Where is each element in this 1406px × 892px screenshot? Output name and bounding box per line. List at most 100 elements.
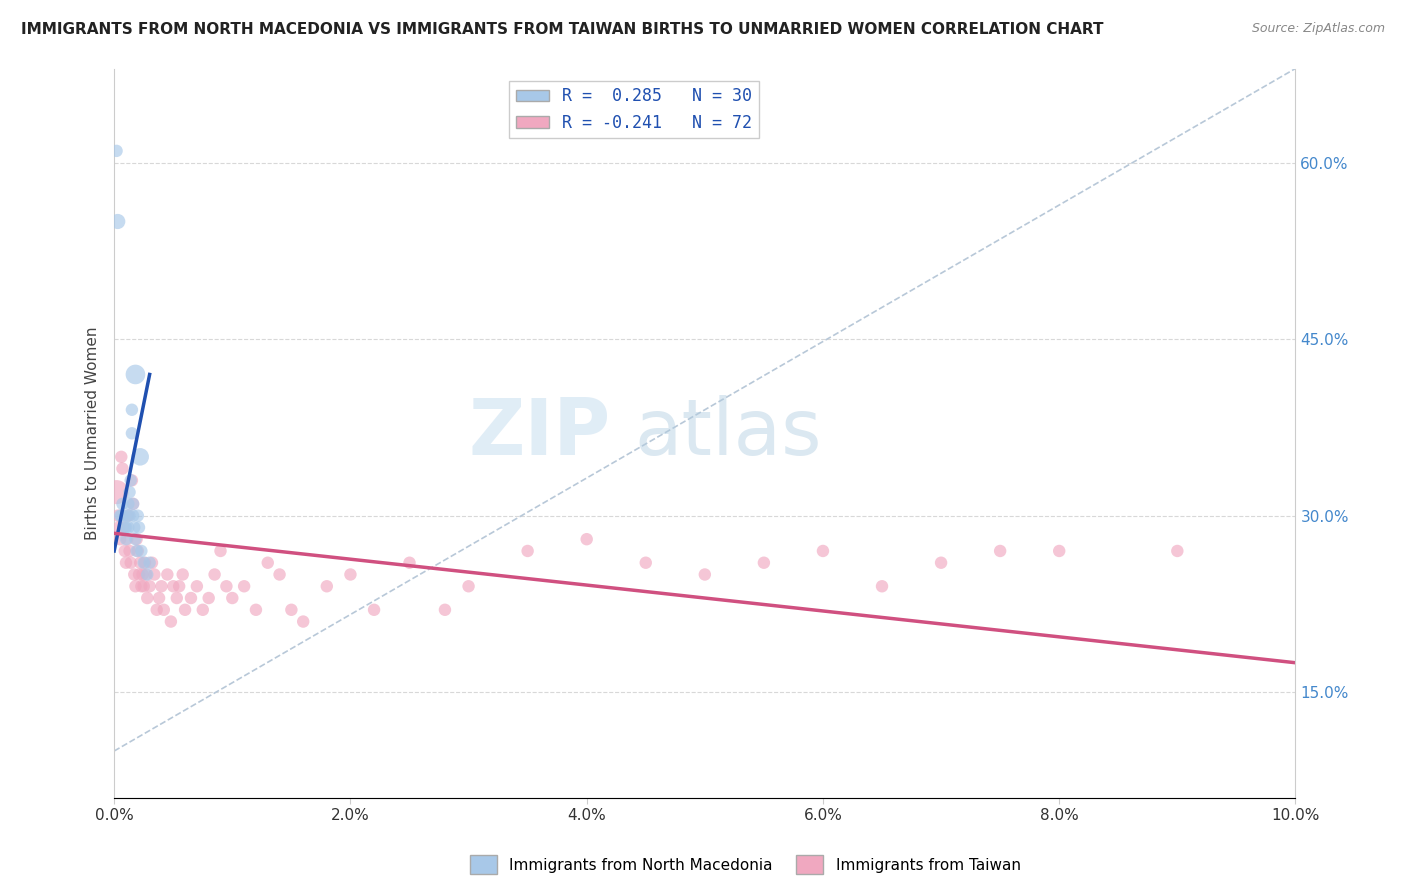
Point bbox=[457, 579, 479, 593]
Point bbox=[111, 497, 134, 511]
Point bbox=[129, 450, 152, 464]
Point bbox=[122, 497, 145, 511]
Point bbox=[221, 591, 243, 605]
Point bbox=[122, 567, 145, 582]
Point bbox=[280, 603, 302, 617]
Point bbox=[112, 520, 135, 534]
Point bbox=[122, 497, 145, 511]
Point bbox=[108, 532, 131, 546]
Point bbox=[693, 567, 716, 582]
Point bbox=[105, 144, 128, 158]
Point bbox=[143, 567, 166, 582]
Point bbox=[148, 591, 170, 605]
Point bbox=[363, 603, 385, 617]
Point bbox=[128, 520, 150, 534]
Point bbox=[180, 591, 202, 605]
Point bbox=[114, 520, 136, 534]
Point bbox=[186, 579, 208, 593]
Point bbox=[118, 544, 141, 558]
Point bbox=[122, 508, 145, 523]
Point bbox=[315, 579, 337, 593]
Point bbox=[108, 520, 131, 534]
Point bbox=[233, 579, 256, 593]
Point bbox=[115, 520, 138, 534]
Point bbox=[634, 556, 657, 570]
Point bbox=[114, 544, 136, 558]
Point bbox=[929, 556, 952, 570]
Point bbox=[398, 556, 420, 570]
Point bbox=[197, 591, 219, 605]
Point bbox=[117, 520, 139, 534]
Point bbox=[132, 556, 155, 570]
Point bbox=[269, 567, 291, 582]
Point bbox=[292, 615, 315, 629]
Point bbox=[107, 508, 129, 523]
Point bbox=[121, 474, 143, 488]
Point bbox=[516, 544, 538, 558]
Point bbox=[115, 556, 138, 570]
Point bbox=[215, 579, 238, 593]
Point bbox=[167, 579, 190, 593]
Point bbox=[1047, 544, 1070, 558]
Point bbox=[121, 402, 143, 417]
Point bbox=[136, 567, 159, 582]
Point bbox=[156, 567, 179, 582]
Point bbox=[209, 544, 232, 558]
Point bbox=[115, 532, 138, 546]
Point bbox=[988, 544, 1011, 558]
Point bbox=[150, 579, 173, 593]
Point bbox=[141, 556, 163, 570]
Text: Source: ZipAtlas.com: Source: ZipAtlas.com bbox=[1251, 22, 1385, 36]
Point bbox=[136, 591, 159, 605]
Point bbox=[110, 508, 132, 523]
Point bbox=[132, 579, 155, 593]
Point bbox=[174, 603, 197, 617]
Point bbox=[124, 368, 146, 382]
Point bbox=[124, 579, 146, 593]
Point bbox=[117, 497, 139, 511]
Point bbox=[128, 567, 150, 582]
Point bbox=[115, 508, 138, 523]
Point bbox=[118, 485, 141, 500]
Point bbox=[127, 544, 149, 558]
Point bbox=[122, 520, 145, 534]
Point bbox=[118, 508, 141, 523]
Point bbox=[138, 579, 160, 593]
Point bbox=[120, 556, 142, 570]
Legend: R =  0.285   N = 30, R = -0.241   N = 72: R = 0.285 N = 30, R = -0.241 N = 72 bbox=[509, 80, 759, 138]
Point bbox=[191, 603, 214, 617]
Point bbox=[125, 544, 148, 558]
Point bbox=[752, 556, 775, 570]
Point bbox=[115, 532, 138, 546]
Point bbox=[339, 567, 361, 582]
Point bbox=[153, 603, 176, 617]
Point bbox=[108, 508, 131, 523]
Point bbox=[162, 579, 184, 593]
Point bbox=[131, 567, 153, 582]
Text: IMMIGRANTS FROM NORTH MACEDONIA VS IMMIGRANTS FROM TAIWAN BIRTHS TO UNMARRIED WO: IMMIGRANTS FROM NORTH MACEDONIA VS IMMIG… bbox=[21, 22, 1104, 37]
Point bbox=[127, 508, 149, 523]
Point bbox=[125, 532, 148, 546]
Legend: Immigrants from North Macedonia, Immigrants from Taiwan: Immigrants from North Macedonia, Immigra… bbox=[464, 849, 1026, 880]
Point bbox=[256, 556, 278, 570]
Point bbox=[111, 461, 134, 475]
Point bbox=[245, 603, 267, 617]
Point bbox=[120, 474, 142, 488]
Point bbox=[433, 603, 456, 617]
Point bbox=[134, 556, 156, 570]
Point bbox=[204, 567, 226, 582]
Text: ZIP: ZIP bbox=[468, 395, 610, 471]
Point bbox=[160, 615, 183, 629]
Point bbox=[172, 567, 194, 582]
Point bbox=[138, 556, 160, 570]
Point bbox=[110, 450, 132, 464]
Y-axis label: Births to Unmarried Women: Births to Unmarried Women bbox=[86, 326, 100, 540]
Point bbox=[131, 579, 153, 593]
Point bbox=[811, 544, 834, 558]
Point bbox=[117, 508, 139, 523]
Point bbox=[129, 556, 152, 570]
Point bbox=[107, 214, 129, 228]
Point bbox=[105, 485, 128, 500]
Point bbox=[112, 508, 135, 523]
Point bbox=[870, 579, 893, 593]
